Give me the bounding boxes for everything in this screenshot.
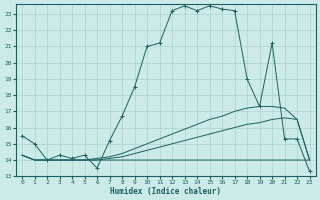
X-axis label: Humidex (Indice chaleur): Humidex (Indice chaleur) (110, 187, 221, 196)
